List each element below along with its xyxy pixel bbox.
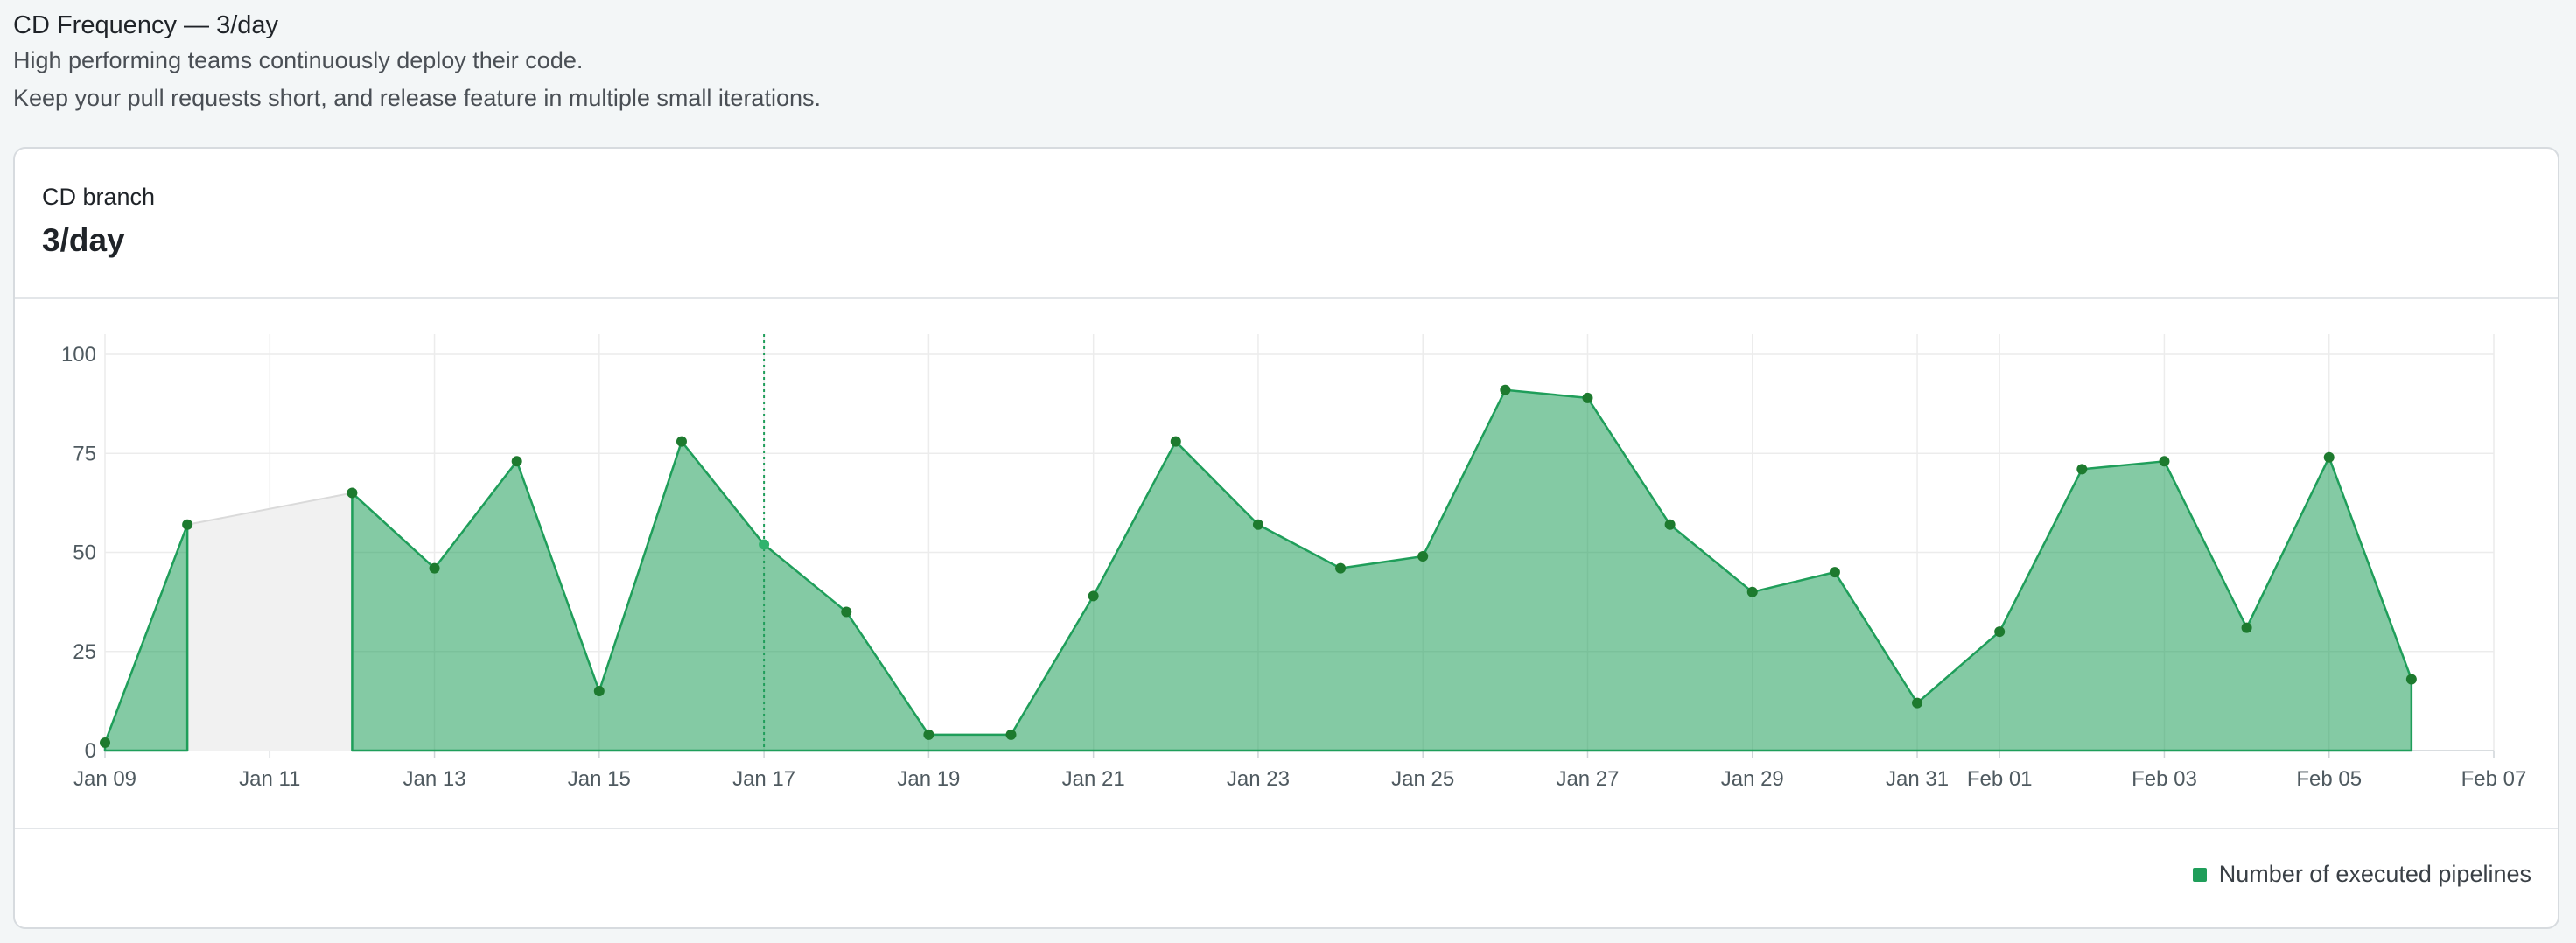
chart-area[interactable]: 0 25 50 75 100 Jan 09 Jan 11 Jan 13 Jan 15 Jan 17… <box>15 299 2559 807</box>
data-point[interactable] <box>593 686 605 697</box>
x-tick-label: Jan 15 <box>568 767 631 791</box>
x-tick-label: Jan 25 <box>1391 767 1454 791</box>
data-point[interactable] <box>511 456 522 467</box>
x-tick-label: Jan 29 <box>1721 767 1784 791</box>
x-tick-label: Jan 17 <box>732 767 795 791</box>
legend-swatch <box>2192 867 2207 882</box>
data-point[interactable] <box>2241 622 2252 633</box>
data-point[interactable] <box>2159 456 2170 467</box>
data-point[interactable] <box>1335 562 1347 574</box>
data-point[interactable] <box>1005 729 1017 740</box>
data-point[interactable] <box>346 487 358 499</box>
page-heading: CD Frequency — 3/day High performing tea… <box>13 9 821 117</box>
x-tick-label: Jan 31 <box>1886 767 1949 791</box>
y-tick-label: 50 <box>73 541 96 565</box>
y-tick-label: 25 <box>73 640 96 664</box>
data-point[interactable] <box>2323 451 2334 463</box>
data-point[interactable] <box>2405 674 2417 685</box>
missing-data-line <box>186 492 353 526</box>
metric-card: CD branch 3/day 0 25 50 75 100 Jan 09 Jan 11 Ja… <box>13 147 2559 929</box>
metric-card-header: CD branch 3/day <box>15 149 2558 299</box>
x-tick-label: Jan 21 <box>1062 767 1125 791</box>
data-point[interactable] <box>759 539 770 550</box>
data-point[interactable] <box>429 562 440 574</box>
data-point[interactable] <box>1170 436 1181 447</box>
page-title: CD Frequency — 3/day <box>13 11 279 39</box>
data-point[interactable] <box>1746 586 1758 597</box>
metric-label: CD branch <box>42 184 156 210</box>
x-tick-label: Jan 09 <box>74 767 136 791</box>
missing-data-area <box>187 492 353 751</box>
area-chart[interactable]: 0 25 50 75 100 Jan 09 Jan 11 Jan 13 Jan 15 Jan 17… <box>15 299 2559 807</box>
page-description-line-1: High performing teams continuously deplo… <box>13 47 584 73</box>
series-area-segment-1 <box>103 523 189 752</box>
data-point[interactable] <box>1829 567 1840 578</box>
data-point[interactable] <box>1582 392 1593 403</box>
y-tick-label: 100 <box>61 343 96 367</box>
x-tick-label: Feb 07 <box>2461 767 2527 791</box>
page-description-line-2: Keep your pull requests short, and relea… <box>13 85 821 111</box>
metric-card-footer: Number of executed pipelines <box>15 828 2558 927</box>
x-tick-label: Feb 01 <box>1967 767 2033 791</box>
data-point[interactable] <box>1088 590 1099 602</box>
data-point[interactable] <box>923 729 934 740</box>
data-point[interactable] <box>1994 626 2006 638</box>
data-point[interactable] <box>1500 384 1511 395</box>
series-area-segment-2 <box>351 388 2413 752</box>
x-tick-label: Jan 23 <box>1227 767 1290 791</box>
data-point[interactable] <box>676 436 687 447</box>
data-point[interactable] <box>1252 519 1264 530</box>
data-point[interactable] <box>2076 464 2088 475</box>
x-tick-label: Feb 05 <box>2296 767 2362 791</box>
data-point[interactable] <box>1664 519 1676 530</box>
data-point[interactable] <box>1912 697 1923 709</box>
x-tick-label: Jan 27 <box>1556 767 1619 791</box>
x-tick-label: Jan 11 <box>239 767 300 791</box>
data-point[interactable] <box>100 737 110 748</box>
x-tick-label: Feb 03 <box>2132 767 2197 791</box>
chart-legend[interactable]: Number of executed pipelines <box>2192 861 2531 888</box>
x-tick-label: Jan 19 <box>897 767 960 791</box>
legend-label: Number of executed pipelines <box>2218 861 2531 887</box>
y-tick-label: 75 <box>73 442 96 465</box>
data-point[interactable] <box>841 606 852 618</box>
data-point[interactable] <box>1418 551 1429 562</box>
metric-value: 3/day <box>42 222 125 258</box>
y-tick-label: 0 <box>85 739 96 763</box>
x-tick-label: Jan 13 <box>403 767 466 791</box>
data-point[interactable] <box>182 519 193 530</box>
